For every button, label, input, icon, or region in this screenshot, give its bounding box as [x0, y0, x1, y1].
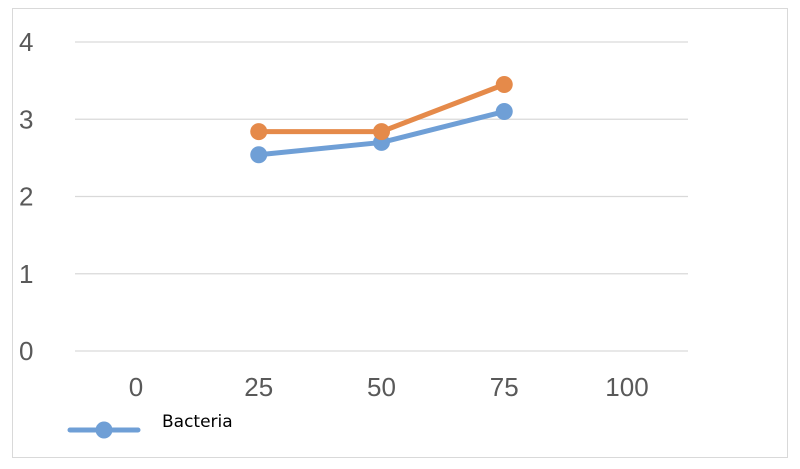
- y-tick-label-4: 4: [19, 27, 33, 57]
- data-point-75: [495, 103, 513, 121]
- y-tick-label-3: 3: [19, 104, 33, 134]
- data-point-75: [495, 75, 513, 93]
- x-tick-label-25: 25: [244, 372, 273, 402]
- y-axis-tick-labels: 0 1 2 3 4: [19, 27, 33, 366]
- x-tick-label-0: 0: [129, 372, 143, 402]
- data-point-50: [373, 123, 390, 141]
- legend-marker: [95, 421, 113, 439]
- gridlines: [75, 41, 688, 352]
- x-tick-label-50: 50: [367, 372, 396, 402]
- data-point-25: [250, 123, 268, 141]
- legend-label: Bacteria: [162, 412, 233, 432]
- chart-area: [12, 8, 788, 458]
- y-tick-label-1: 1: [19, 259, 33, 289]
- legend: Bacteria: [67, 412, 233, 439]
- x-axis-tick-labels: 0 25 50 75 100: [129, 372, 649, 402]
- x-tick-label-100: 100: [605, 372, 648, 402]
- y-tick-label-2: 2: [19, 182, 33, 212]
- y-tick-label-0: 0: [19, 336, 33, 366]
- legend-entry-bacteria: Bacteria: [67, 412, 233, 439]
- series-2: [250, 75, 513, 141]
- plot-series: [250, 75, 513, 164]
- x-tick-label-75: 75: [490, 372, 519, 402]
- data-point-25: [250, 146, 268, 164]
